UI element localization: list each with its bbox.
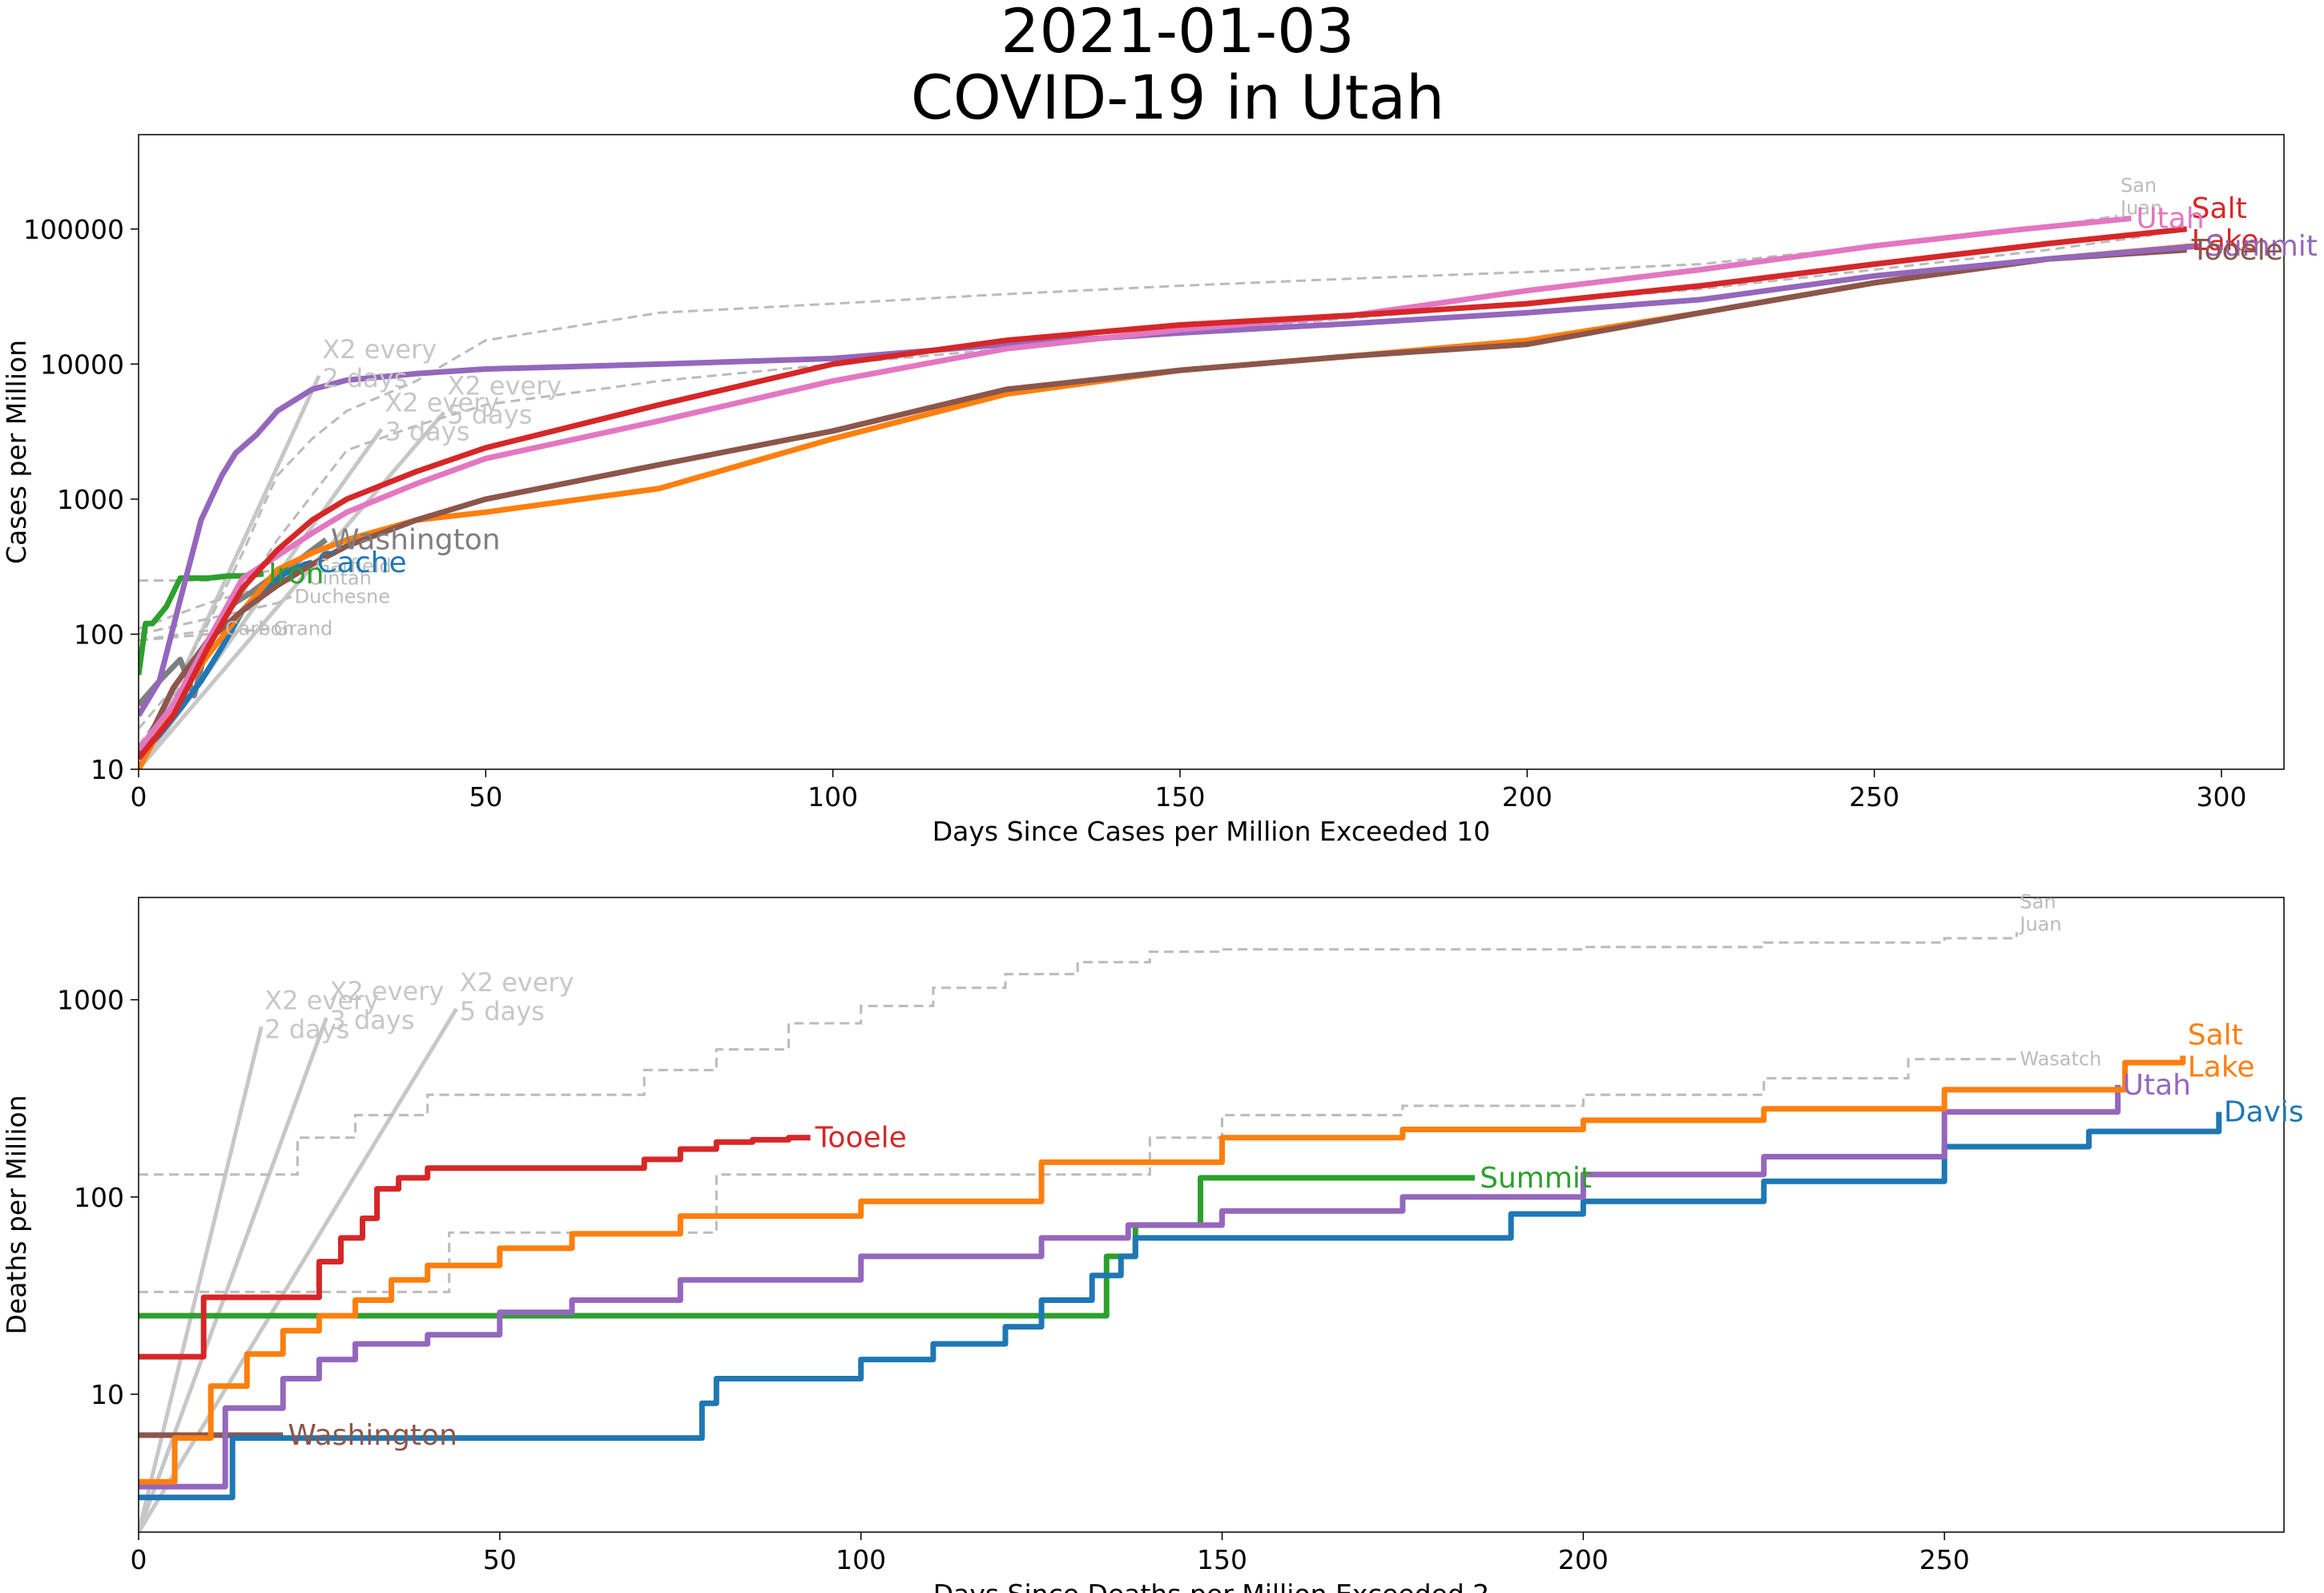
- background-line-wasatch: [139, 1058, 2017, 1293]
- x-tick-label: 50: [469, 781, 502, 813]
- y-tick-label: 1000: [57, 985, 124, 1016]
- series-label-washington: Washington: [331, 524, 501, 557]
- reference-label-5-days: X2 every 5 days: [447, 370, 562, 430]
- y-tick-label: 100000: [23, 214, 124, 245]
- y-tick-label: 100: [74, 1182, 124, 1213]
- series-label-summit: Summit: [2205, 230, 2318, 263]
- series-label-cache: Cache: [317, 546, 407, 579]
- x-tick-label: 100: [836, 1544, 886, 1575]
- x-tick-label: 100: [808, 781, 858, 813]
- plot-area: [139, 932, 2222, 1532]
- deaths-chart: 0 50 100 150 200 250 10 100 1000 Days Since Death…: [1, 890, 2304, 1593]
- series-line-utah: [139, 1084, 2121, 1490]
- series-label-summit: Summit: [1480, 1162, 1592, 1195]
- series-label-tooele: Tooele: [815, 1122, 907, 1155]
- background-label-san-juan: San Juan: [2018, 890, 2061, 935]
- x-tick-label: 0: [131, 781, 147, 813]
- x-tick-label: 200: [1558, 1544, 1609, 1575]
- plot-area: [139, 215, 2201, 769]
- background-label-san-juan: San Juan: [2119, 174, 2162, 219]
- x-tick-label: 200: [1502, 781, 1553, 813]
- reference-label-3-days: X2 every 3 days: [329, 976, 444, 1035]
- background-label-uintah: Uintah: [308, 567, 372, 590]
- series-line-davis: [139, 1111, 2222, 1501]
- background-line-san-juan: [139, 932, 2018, 1176]
- y-tick-label: 10: [91, 754, 124, 785]
- series-line-salt-lake: [139, 1055, 2186, 1485]
- x-axis-label: Days Since Deaths per Million Exceeded 2: [933, 1579, 1490, 1593]
- x-axis-label: Days Since Cases per Million Exceeded 10: [932, 816, 1491, 847]
- reference-line-5-days: [139, 1007, 458, 1532]
- y-tick-label: 100: [74, 619, 124, 650]
- background-line-grand: [139, 627, 271, 642]
- series-line-salt-lake: [139, 226, 2188, 760]
- series-line-summit: [139, 243, 2201, 717]
- reference-label-2-days: X2 every 2 days: [264, 985, 379, 1044]
- background-label-carbon: Carbon: [225, 617, 294, 639]
- x-tick-label: 0: [131, 1544, 147, 1575]
- series-label-utah: Utah: [2123, 1069, 2191, 1102]
- reference-label-2-days: X2 every 2 days: [322, 334, 437, 393]
- series-label-davis: Davis: [2224, 1096, 2304, 1129]
- reference-line-2-days: [139, 1026, 264, 1532]
- figure-title-line-2: COVID-19 in Utah: [911, 62, 1444, 133]
- reference-label-5-days: X2 every 5 days: [460, 967, 574, 1026]
- y-tick-label: 10: [91, 1379, 124, 1410]
- y-tick-label: 1000: [57, 484, 124, 515]
- background-line-san-juan: [139, 215, 2118, 730]
- axes-frame: [138, 897, 2285, 1533]
- series-label-utah: Utah: [2136, 202, 2204, 235]
- series-label-salt-lake: Salt Lake: [2192, 192, 2259, 257]
- x-tick-label: 150: [1197, 1544, 1247, 1575]
- series-line-utah: [139, 216, 2132, 752]
- figure-title-line-1: 2021-01-03: [1001, 0, 1355, 67]
- background-label-grand: Grand: [274, 617, 333, 639]
- background-line-wasatch: [139, 234, 2153, 747]
- reference-line-3-days: [139, 1017, 328, 1532]
- series-label-tooele: Tooele: [2191, 234, 2283, 267]
- series-line-tooele: [139, 1135, 811, 1360]
- x-tick-label: 250: [1849, 781, 1899, 813]
- background-line-carbon: [139, 627, 223, 642]
- series-line-tooele: [139, 247, 2187, 760]
- x-tick-label: 300: [2197, 781, 2247, 813]
- background-label-garfield: Garfield: [316, 555, 392, 577]
- x-tick-label: 50: [483, 1544, 517, 1575]
- background-label-duchesne: Duchesne: [295, 585, 390, 607]
- reference-label-3-days: X2 every 3 days: [385, 388, 499, 447]
- cases-chart: 0 50 100 150 200 250 300 10 100 1000 10000 100000 Da…: [1, 134, 2318, 847]
- axes-frame: [138, 134, 2285, 770]
- reference-line-5-days: [139, 410, 446, 769]
- x-tick-label: 150: [1155, 781, 1206, 813]
- series-label-salt-lake: Salt Lake: [2188, 1019, 2255, 1084]
- x-tick-label: 250: [1919, 1544, 1970, 1575]
- series-label-iron: Iron: [268, 558, 324, 591]
- y-tick-label: 10000: [40, 349, 124, 380]
- y-axis-label: Deaths per Million: [1, 1095, 32, 1334]
- y-axis-label: Cases per Million: [1, 340, 32, 564]
- series-label-washington: Washington: [288, 1419, 457, 1452]
- background-label-wasatch: Wasatch: [2020, 1048, 2101, 1071]
